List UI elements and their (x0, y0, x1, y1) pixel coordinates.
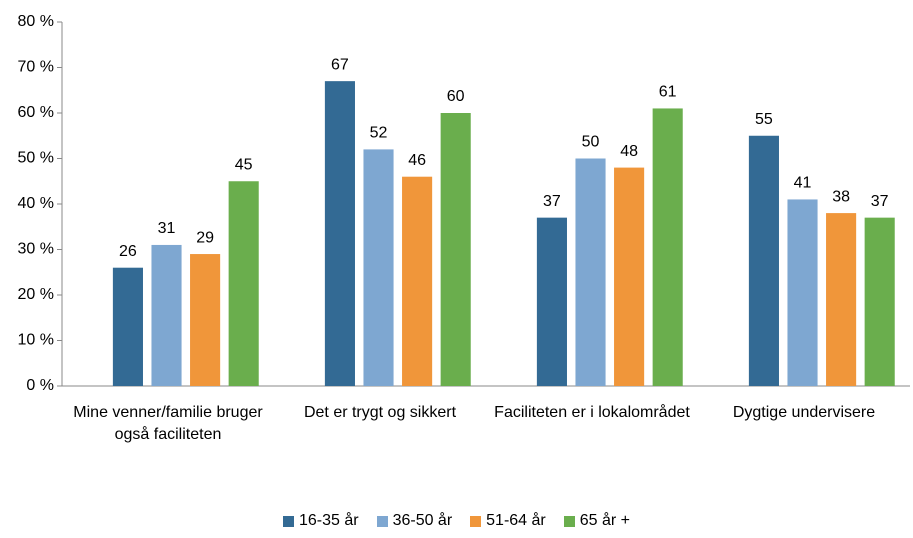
bar (190, 254, 221, 386)
bar (402, 176, 433, 386)
y-tick-label: 20 % (18, 286, 54, 303)
legend-label: 16-35 år (298, 512, 359, 529)
y-tick-label: 70 % (18, 59, 54, 76)
y-tick-label: 50 % (18, 150, 54, 167)
legend-swatch (282, 515, 294, 527)
legend-swatch (470, 515, 482, 527)
data-label: 26 (119, 243, 137, 260)
legend-swatch (376, 515, 388, 527)
y-tick-label: 10 % (18, 332, 54, 349)
bar (652, 108, 683, 386)
x-tick-label: Mine venner/familie bruger også facilite… (73, 404, 263, 443)
data-label: 41 (794, 175, 812, 192)
legend-swatch (563, 515, 575, 527)
data-label: 29 (196, 229, 214, 246)
bar (536, 217, 567, 386)
legend-item: 51-64 år (470, 512, 546, 530)
legend-item: 16-35 år (282, 512, 359, 530)
legend-item: 36-50 år (376, 512, 453, 530)
bar (151, 244, 182, 386)
y-tick-label: 60 % (18, 104, 54, 121)
x-tick-label: Faciliteten er i lokalområdet (494, 404, 690, 421)
y-tick-label: 80 % (18, 13, 54, 30)
data-label: 61 (659, 84, 677, 101)
legend-label: 65 år + (579, 512, 631, 529)
y-tick-label: 40 % (18, 195, 54, 212)
bar (575, 158, 606, 386)
bar (363, 149, 394, 386)
data-label: 37 (871, 193, 889, 210)
bar (614, 167, 645, 386)
bar (864, 217, 895, 386)
bar (748, 135, 779, 386)
bar (440, 113, 471, 386)
data-label: 52 (370, 125, 388, 142)
data-label: 31 (158, 220, 176, 237)
data-label: 67 (331, 56, 349, 73)
data-label: 37 (543, 193, 561, 210)
bar (228, 181, 259, 386)
bar (112, 267, 143, 386)
legend-label: 51-64 år (486, 512, 546, 529)
data-label: 60 (447, 88, 465, 105)
data-label: 45 (235, 156, 253, 173)
y-tick-label: 30 % (18, 241, 54, 258)
data-label: 55 (755, 111, 773, 128)
x-tick-label: Dygtige undervisere (732, 404, 876, 421)
legend: 16-35 år 36-50 år 51-64 år 65 år + (0, 512, 913, 530)
data-label: 48 (620, 143, 638, 160)
data-label: 50 (582, 134, 600, 151)
data-label: 46 (408, 152, 426, 169)
data-label: 38 (832, 188, 850, 205)
y-tick-label: 0 % (26, 377, 54, 394)
bar (324, 81, 355, 387)
legend-item: 65 år + (563, 512, 631, 530)
bar (826, 213, 857, 386)
x-tick-label: Det er trygt og sikkert (303, 404, 457, 421)
legend-label: 36-50 år (392, 512, 453, 529)
bar (787, 199, 818, 386)
